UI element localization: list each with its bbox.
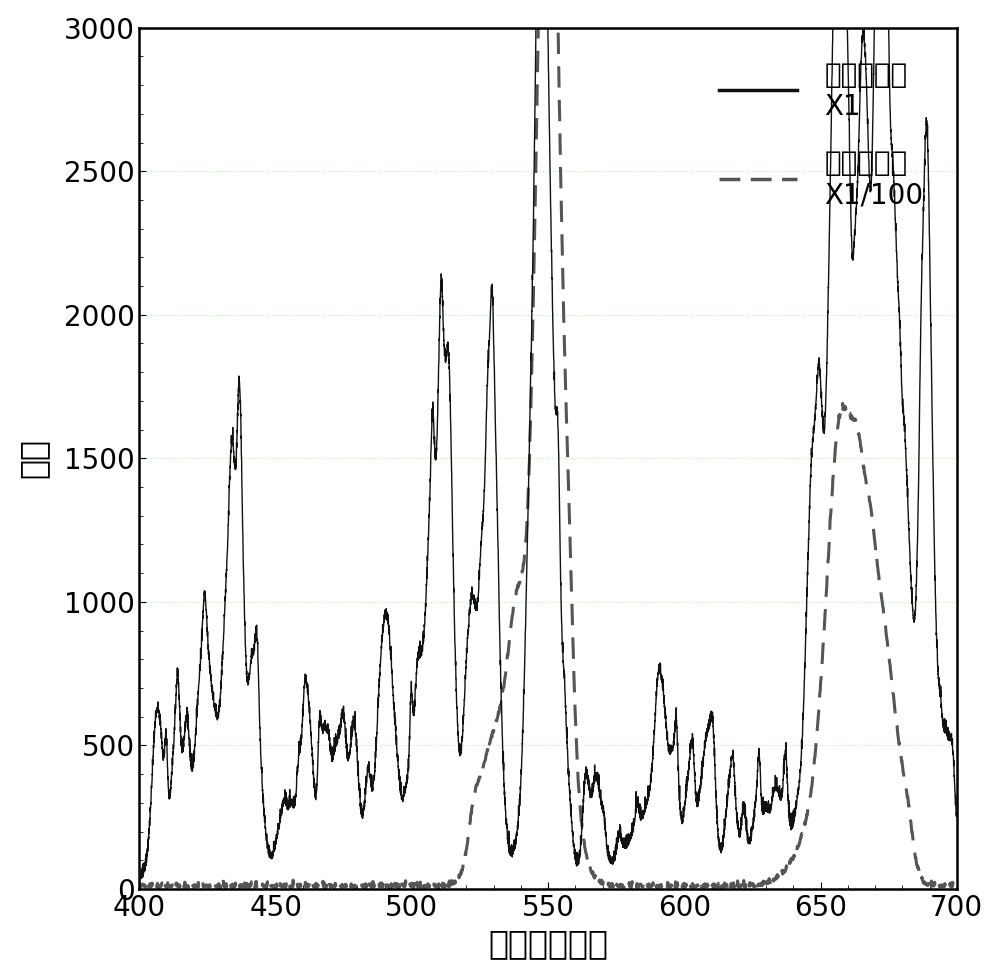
Legend: 反应修饰前
X1, 反应修饰后
X1/100: 反应修饰前 X1, 反应修饰后 X1/100	[708, 50, 935, 221]
X-axis label: 波长（纳米）: 波长（纳米）	[488, 927, 608, 960]
Y-axis label: 强度: 强度	[17, 439, 50, 479]
